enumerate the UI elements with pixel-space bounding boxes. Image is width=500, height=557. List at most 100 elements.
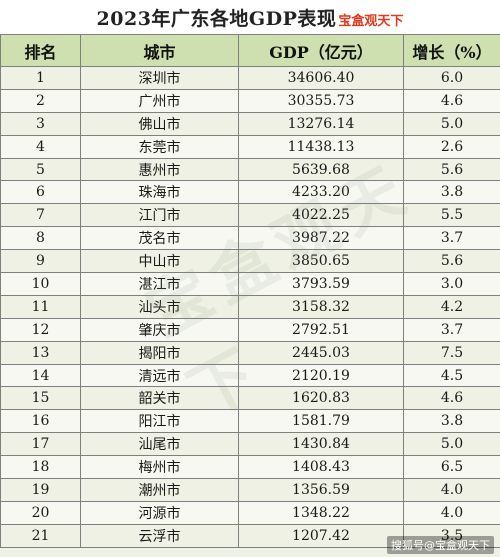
cell-gdp: 2792.51 — [238, 317, 404, 342]
cell-growth: 4.0 — [403, 478, 500, 502]
header-row: 排名 城市 GDP（亿元） 增长（%） — [0, 34, 500, 67]
cell-gdp: 4022.25 — [238, 203, 404, 228]
table-row: 20 河源市 1348.22 4.0 — [0, 500, 500, 525]
cell-gdp: 1348.22 — [238, 500, 404, 525]
table-row: 17 汕尾市 1430.84 5.0 — [0, 432, 500, 457]
cell-city: 广州市 — [80, 88, 239, 113]
cell-growth: 5.0 — [403, 432, 500, 457]
cell-gdp: 30355.73 — [238, 88, 404, 113]
table-row: 14 清远市 2120.19 4.5 — [0, 363, 500, 388]
cell-growth: 4.6 — [403, 386, 500, 411]
cell-rank: 3 — [0, 111, 81, 136]
cell-growth: 5.6 — [403, 249, 500, 274]
cell-growth: 3.7 — [403, 226, 500, 251]
cell-gdp: 1207.42 — [238, 523, 404, 548]
cell-gdp: 2445.03 — [238, 340, 404, 365]
table-row: 8 茂名市 3987.22 3.7 — [0, 226, 500, 251]
cell-growth: 3.5 — [403, 523, 500, 548]
cell-rank: 17 — [0, 432, 81, 457]
cell-rank: 7 — [0, 203, 81, 228]
cell-rank: 19 — [0, 478, 81, 502]
cell-city: 汕头市 — [80, 294, 239, 319]
cell-city: 佛山市 — [80, 111, 239, 136]
cell-city: 清远市 — [80, 363, 239, 388]
table-row: 21 云浮市 1207.42 3.5 — [0, 523, 500, 548]
table-row: 18 梅州市 1408.43 6.5 — [0, 455, 500, 480]
cell-city: 肇庆市 — [80, 317, 239, 342]
cell-rank: 5 — [0, 157, 81, 182]
cell-city: 珠海市 — [80, 180, 239, 205]
cell-growth: 2.6 — [403, 134, 500, 159]
table-row: 6 珠海市 4233.20 3.8 — [0, 180, 500, 205]
cell-gdp: 2120.19 — [238, 363, 404, 388]
cell-growth: 5.5 — [403, 203, 500, 228]
cell-growth: 3.7 — [403, 317, 500, 342]
header-city: 城市 — [80, 34, 239, 67]
source-credit: 搜狐号@宝盒观天下 — [387, 536, 494, 554]
cell-city: 湛江市 — [80, 272, 239, 296]
cell-rank: 2 — [0, 88, 81, 113]
cell-gdp: 3793.59 — [238, 272, 404, 296]
cell-city: 茂名市 — [80, 226, 239, 251]
cell-gdp: 5639.68 — [238, 157, 404, 182]
table-row: 19 潮州市 1356.59 4.0 — [0, 478, 500, 502]
gdp-table: 排名 城市 GDP（亿元） 增长（%） 1 深圳市 34606.40 6.0 2 广州市 3… — [0, 34, 500, 548]
cell-gdp: 1408.43 — [238, 455, 404, 480]
cell-growth: 6.0 — [403, 66, 500, 90]
cell-rank: 20 — [0, 500, 81, 525]
cell-gdp: 11438.13 — [238, 134, 404, 159]
header-gdp: GDP（亿元） — [238, 34, 404, 67]
cell-rank: 4 — [0, 134, 81, 159]
cell-gdp: 3850.65 — [238, 249, 404, 274]
cell-city: 深圳市 — [80, 66, 239, 90]
cell-gdp: 3158.32 — [238, 294, 404, 319]
table-row: 15 韶关市 1620.83 4.6 — [0, 386, 500, 411]
table-row: 4 东莞市 11438.13 2.6 — [0, 134, 500, 159]
cell-growth: 3.8 — [403, 180, 500, 205]
table-row: 11 汕头市 3158.32 4.2 — [0, 294, 500, 319]
cell-growth: 7.5 — [403, 340, 500, 365]
table-row: 12 肇庆市 2792.51 3.7 — [0, 317, 500, 342]
cell-gdp: 1581.79 — [238, 409, 404, 434]
header-rank: 排名 — [0, 34, 81, 67]
cell-city: 中山市 — [80, 249, 239, 274]
cell-growth: 5.0 — [403, 111, 500, 136]
cell-city: 汕尾市 — [80, 432, 239, 457]
table-body: 1 深圳市 34606.40 6.0 2 广州市 30355.73 4.6 3 佛山市 13276.… — [0, 66, 500, 548]
cell-rank: 14 — [0, 363, 81, 388]
cell-city: 阳江市 — [80, 409, 239, 434]
cell-rank: 11 — [0, 294, 81, 319]
title-text: 2023年广东各地GDP表现 — [96, 7, 337, 30]
table-row: 16 阳江市 1581.79 3.8 — [0, 409, 500, 434]
table-row: 3 佛山市 13276.14 5.0 — [0, 111, 500, 136]
title-source-tag: 宝盒观天下 — [338, 13, 404, 29]
header-growth: 增长（%） — [403, 34, 500, 67]
cell-rank: 15 — [0, 386, 81, 411]
cell-rank: 18 — [0, 455, 81, 480]
cell-city: 东莞市 — [80, 134, 239, 159]
cell-growth: 4.6 — [403, 88, 500, 113]
cell-growth: 6.5 — [403, 455, 500, 480]
cell-gdp: 1356.59 — [238, 478, 404, 502]
table-row: 13 揭阳市 2445.03 7.5 — [0, 340, 500, 365]
table-row: 7 江门市 4022.25 5.5 — [0, 203, 500, 228]
cell-city: 梅州市 — [80, 455, 239, 480]
cell-rank: 10 — [0, 272, 81, 296]
cell-growth: 3.0 — [403, 272, 500, 296]
cell-rank: 12 — [0, 317, 81, 342]
table-title: 2023年广东各地GDP表现 宝盒观天下 — [0, 0, 500, 34]
table-row: 9 中山市 3850.65 5.6 — [0, 249, 500, 274]
cell-growth: 5.6 — [403, 157, 500, 182]
cell-city: 河源市 — [80, 500, 239, 525]
cell-growth: 4.0 — [403, 500, 500, 525]
cell-rank: 8 — [0, 226, 81, 251]
cell-city: 揭阳市 — [80, 340, 239, 365]
cell-gdp: 1430.84 — [238, 432, 404, 457]
table-row: 2 广州市 30355.73 4.6 — [0, 88, 500, 113]
cell-gdp: 34606.40 — [238, 66, 404, 90]
cell-rank: 9 — [0, 249, 81, 274]
table-row: 1 深圳市 34606.40 6.0 — [0, 66, 500, 90]
cell-rank: 13 — [0, 340, 81, 365]
cell-gdp: 3987.22 — [238, 226, 404, 251]
cell-rank: 6 — [0, 180, 81, 205]
